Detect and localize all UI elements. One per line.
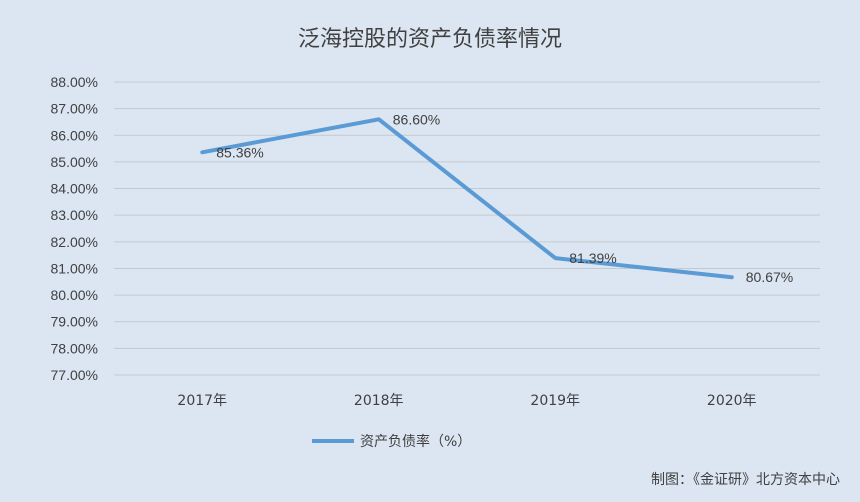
x-tick-label: 2018年 [354, 393, 404, 409]
series-line [200, 117, 734, 280]
legend: 资产负债率（%） [312, 433, 471, 450]
gridlines [114, 81, 820, 376]
data-label: 86.60% [393, 111, 440, 127]
y-tick-label: 77.00% [51, 367, 98, 383]
x-axis-ticks: 2017年 2018年 2019年 2020年 [177, 393, 756, 409]
y-tick-label: 85.00% [51, 154, 98, 170]
x-tick-label: 2017年 [177, 393, 227, 409]
y-tick-label: 82.00% [51, 234, 98, 250]
y-axis-ticks: 77.00% 78.00% 79.00% 80.00% 81.00% 82.00% 83.0… [51, 74, 98, 383]
y-tick-label: 83.00% [51, 207, 98, 223]
legend-label: 资产负债率（%） [360, 433, 471, 450]
y-tick-label: 86.00% [51, 127, 98, 143]
x-tick-label: 2019年 [530, 393, 580, 409]
source-note: 制图：《金证研》北方资本中心 [651, 472, 840, 488]
data-label: 85.36% [216, 144, 263, 160]
data-label: 81.39% [569, 250, 616, 266]
data-label: 80.67% [746, 269, 793, 285]
chart-title: 泛海控股的资产负债率情况 [298, 27, 562, 52]
y-tick-label: 81.00% [51, 260, 98, 276]
x-tick-label: 2020年 [707, 393, 757, 409]
y-tick-label: 88.00% [51, 74, 98, 90]
y-tick-label: 78.00% [51, 340, 98, 356]
y-tick-label: 79.00% [51, 314, 98, 330]
y-tick-label: 80.00% [51, 287, 98, 303]
data-labels: 85.36% 86.60% 81.39% 80.67% [216, 111, 793, 285]
y-tick-label: 87.00% [51, 101, 98, 117]
y-tick-label: 84.00% [51, 181, 98, 197]
